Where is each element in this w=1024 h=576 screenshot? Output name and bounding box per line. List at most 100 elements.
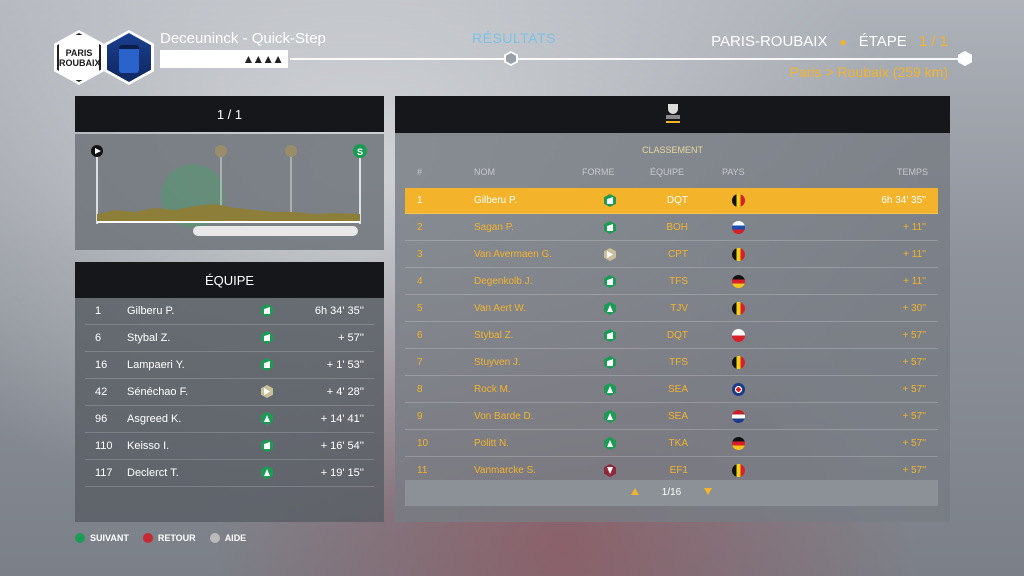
result-time: + 30'' [902, 303, 926, 314]
finish-marker-icon [353, 144, 367, 158]
team-row-name: Keisso I. [127, 440, 170, 452]
separator-dot-icon: ● [839, 34, 847, 49]
result-row[interactable]: 7 Stuyven J. TFS + 57'' [405, 350, 938, 376]
team-row[interactable]: 42 Sénéchao F. + 4' 28'' [85, 379, 374, 406]
help-button[interactable]: AIDE [209, 533, 247, 543]
result-row[interactable]: 5 Van Aert W. TJV + 30'' [405, 296, 938, 322]
result-pos: 11 [417, 465, 428, 476]
finish-label: S [357, 147, 363, 157]
pagination: 1/16 [405, 480, 938, 506]
form-icon [261, 358, 273, 371]
col-header-time: TEMPS [896, 167, 928, 177]
terrain-icons: ▲▲▲▲ [242, 52, 283, 66]
result-row[interactable]: 10 Politt N. TKA + 57'' [405, 431, 938, 457]
team-row-time: 6h 34' 35'' [314, 305, 364, 317]
team-row[interactable]: 110 Keisso I. + 16' 54'' [85, 433, 374, 460]
result-name: Vanmarcke S. [474, 465, 537, 476]
result-name: Van Avermaen G. [474, 249, 553, 260]
result-pos: 2 [417, 222, 423, 233]
result-name: Van Aert W. [474, 303, 527, 314]
result-time: + 57'' [902, 330, 926, 341]
classement-title: CLASSEMENT [641, 145, 703, 155]
flag-netherlands-icon [732, 410, 745, 423]
next-label: SUIVANT [90, 533, 129, 543]
result-team: DQT [666, 330, 688, 341]
page-title: RÉSULTATS [472, 30, 556, 46]
profile-page-indicator: 1 / 1 [216, 106, 243, 122]
team-row[interactable]: 117 Declerct T. + 19' 15'' [85, 460, 374, 487]
team-row-name: Sénéchao F. [127, 386, 189, 398]
form-icon [604, 383, 616, 396]
result-time: + 57'' [902, 411, 926, 422]
team-panel-header: ÉQUIPE [75, 262, 384, 298]
next-button[interactable]: SUIVANT [75, 533, 129, 543]
result-row[interactable]: 9 Von Barde D. SEA + 57'' [405, 404, 938, 430]
stage-info: PARIS-ROUBAIX ● ÉTAPE 1 / 1 [711, 33, 948, 50]
progress-marker-icon [504, 51, 518, 66]
team-row-pos: 42 [95, 386, 108, 398]
team-panel-title: ÉQUIPE [204, 272, 255, 288]
result-pos: 10 [417, 438, 429, 449]
flag-czech-icon [732, 329, 745, 342]
form-icon [604, 410, 616, 423]
form-icon [604, 248, 616, 261]
flag-belgium-icon [732, 302, 745, 315]
result-time: + 57'' [902, 465, 926, 476]
form-icon [604, 275, 616, 288]
result-name: Degenkolb J. [474, 276, 533, 287]
result-row[interactable]: 4 Degenkolb J. TFS + 11'' [405, 269, 938, 295]
result-row-selected[interactable]: 1 Gilberu P. DQT 6h 34' 35'' [405, 188, 938, 214]
flag-belgium-icon [732, 194, 745, 207]
form-icon [261, 304, 273, 317]
team-row-time: + 57'' [338, 332, 364, 344]
result-row[interactable]: 3 Van Avermaen G. CPT + 11'' [405, 242, 938, 268]
flag-germany-icon [732, 437, 745, 450]
stage-profile-chart: S [91, 144, 367, 236]
team-list: 1 Gilberu P. 6h 34' 35'' 6 Stybal Z. + 5… [75, 298, 384, 522]
form-icon [261, 331, 273, 344]
form-icon [604, 302, 616, 315]
race-logo: PARIS ROUBAIX [54, 30, 104, 85]
form-icon [261, 466, 273, 479]
result-name: Politt N. [474, 438, 510, 449]
b-button-icon [142, 533, 153, 543]
team-row[interactable]: 96 Asgreed K. + 14' 41'' [85, 406, 374, 433]
team-jersey-logo [104, 30, 154, 85]
team-row-name: Declerct T. [127, 467, 179, 479]
result-pos: 9 [417, 411, 423, 422]
team-row-time: + 4' 28'' [326, 386, 364, 398]
back-button[interactable]: RETOUR [142, 533, 196, 543]
result-time: + 57'' [902, 384, 926, 395]
team-row-name: Gilberu P. [127, 305, 175, 317]
checkpoint-marker-icon [285, 145, 297, 157]
team-row-time: + 1' 53'' [326, 359, 364, 371]
back-label: RETOUR [157, 533, 196, 543]
help-label: AIDE [224, 533, 247, 543]
team-name: Deceuninck - Quick-Step [160, 30, 326, 47]
result-row[interactable]: 8 Rock M. SEA + 57'' [405, 377, 938, 403]
team-row-pos: 16 [95, 359, 108, 371]
team-row-name: Lampaeri Y. [127, 359, 185, 371]
result-time: 6h 34' 35'' [881, 195, 926, 206]
result-team: SEA [667, 411, 688, 422]
progress-line [290, 58, 966, 60]
result-pos: 8 [417, 384, 423, 395]
col-header-form: FORME [582, 167, 615, 177]
stage-profile[interactable]: S [75, 134, 384, 250]
route: Paris > Roubaix (259 km) [789, 64, 948, 80]
cobble-sectors [193, 226, 358, 236]
form-icon [604, 221, 616, 234]
team-row-pos: 6 [95, 332, 102, 344]
team-row[interactable]: 16 Lampaeri Y. + 1' 53'' [85, 352, 374, 379]
result-row[interactable]: 2 Sagan P. BOH + 11'' [405, 215, 938, 241]
result-row[interactable]: 6 Stybal Z. DQT + 57'' [405, 323, 938, 349]
result-time: + 11'' [903, 276, 926, 287]
a-button-icon [75, 533, 85, 543]
page-up-icon[interactable] [631, 488, 639, 495]
team-row[interactable]: 1 Gilberu P. 6h 34' 35'' [85, 298, 374, 325]
team-row-time: + 19' 15'' [320, 467, 364, 479]
checkpoint-marker-icon [215, 145, 227, 157]
flag-slovakia-icon [732, 221, 745, 234]
team-row[interactable]: 6 Stybal Z. + 57'' [85, 325, 374, 352]
page-down-icon[interactable] [704, 488, 712, 495]
